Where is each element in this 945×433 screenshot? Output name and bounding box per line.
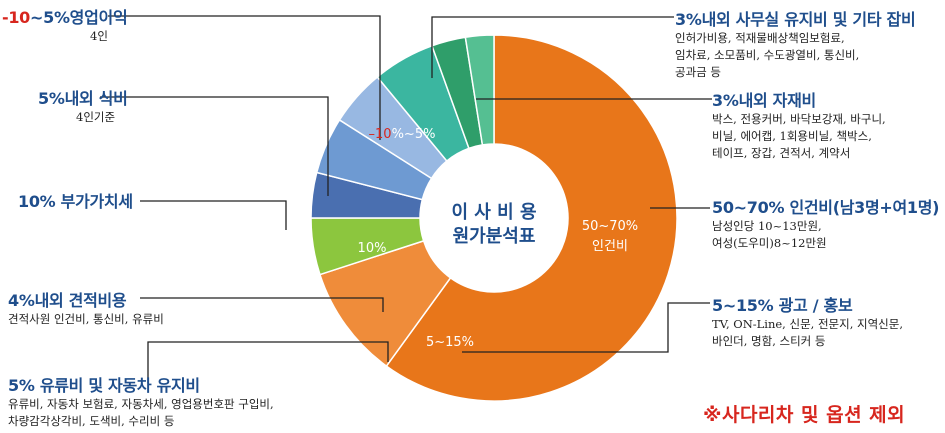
label-labor-sub-2: 여성(도우미)8~12만원 [712,236,827,250]
leader-food [100,96,329,196]
label-labor: 50~70% 인건비(남3명+여1명) 남성인당 10~13만원, 여성(도우미… [712,198,939,252]
slice-material [464,34,495,146]
label-fuel-sub-2: 차량감각상각비, 도색비, 수리비 등 [8,414,175,428]
label-office-sub-1: 인허가비용, 적재물배상책임보험료, [675,31,845,45]
label-fuel: 5% 유류비 및 자동차 유지비 유류비, 자동차 보험료, 자동차세, 영업용… [8,376,274,430]
label-vat-title: 10% 부가가치세 [18,192,133,211]
label-material-title: 3%내외 자재비 [712,91,816,110]
label-vat: 10% 부가가치세 [18,192,133,212]
label-profit-title: -10~5%영업이익 [2,8,128,27]
label-office-sub-3: 공과금 등 [675,65,721,79]
slice-value-profit: –10%~5% [369,127,436,142]
label-material-sub-2: 비닐, 에어캡, 1회용비닐, 책박스, [712,129,872,143]
slice-value-ads: 5~15% [426,335,474,350]
leader-vat [140,200,287,230]
label-ads: 5~15% 광고 / 홍보 TV, ON-Line, 신문, 전문지, 지역신문… [712,296,903,350]
leader-fuel [147,341,389,383]
label-fuel-sub-1: 유류비, 자동차 보험료, 자동차세, 영업용번호판 구입비, [8,397,274,411]
label-profit-sub: 4인 [90,29,108,43]
label-ads-title: 5~15% 광고 / 홍보 [712,296,853,315]
leader-lines [100,15,712,383]
slice-value-profit-negative: –10 [369,127,392,142]
label-estimate-sub: 견적사원 인건비, 통신비, 유류비 [8,312,164,326]
label-food-sub: 4인기준 [76,110,116,124]
slice-value-profit-rest: %~5% [392,127,436,142]
label-fuel-title: 5% 유류비 및 자동차 유지비 [8,376,200,395]
slice-labor [385,34,678,402]
label-material: 3%내외 자재비 박스, 전용커버, 바닥보강재, 바구니, 비닐, 에어캡, … [712,91,886,162]
label-estimate-title: 4%내외 견적비용 [8,291,127,310]
label-estimate: 4%내외 견적비용 견적사원 인건비, 통신비, 유류비 [8,291,164,328]
slice-value-labels: 50~70% 인건비 5~15% 10% –10%~5% [358,127,639,350]
slice-value-labor-line-0: 50~70% [582,219,638,234]
slice-value-vat-line-0: 10% [358,241,387,256]
label-food-title: 5%내외 식비 [38,89,128,108]
slice-value-labor: 50~70% 인건비 [582,219,638,254]
label-profit: -10~5%영업이익 4인 [2,8,128,45]
label-labor-title: 50~70% 인건비(남3명+여1명) [712,198,940,217]
label-office: 3%내외 사무실 유지비 및 기타 잡비 인허가비용, 적재물배상책임보험료, … [675,10,916,81]
slice-value-vat: 10% [358,241,387,256]
label-ads-sub-2: 바인더, 명함, 스티커 등 [712,334,826,348]
chart-subtitle: 원가분석표 [453,226,536,247]
leader-ads [462,302,710,353]
leader-office [431,16,674,78]
exclusion-note: ※사다리차 및 옵션 제외 [703,404,906,426]
slice-value-ads-line-0: 5~15% [426,335,474,350]
leader-profit [108,15,381,140]
chart-title: 이 사 비 용 [451,202,536,223]
label-office-title: 3%내외 사무실 유지비 및 기타 잡비 [675,10,916,29]
label-ads-sub-1: TV, ON-Line, 신문, 전문지, 지역신문, [712,317,903,331]
label-material-sub-3: 테이프, 장갑, 견적서, 계약서 [712,146,851,160]
label-food: 5%내외 식비 4인기준 [38,89,128,126]
donut-slices [310,34,678,402]
label-office-sub-2: 임차료, 소모품비, 수도광열비, 통신비, [675,48,860,62]
label-material-sub-1: 박스, 전용커버, 바닥보강재, 바구니, [712,112,886,126]
leader-estimate [140,297,384,312]
label-labor-sub-1: 남성인당 10~13만원, [712,219,822,233]
slice-value-labor-line-1: 인건비 [592,239,628,254]
